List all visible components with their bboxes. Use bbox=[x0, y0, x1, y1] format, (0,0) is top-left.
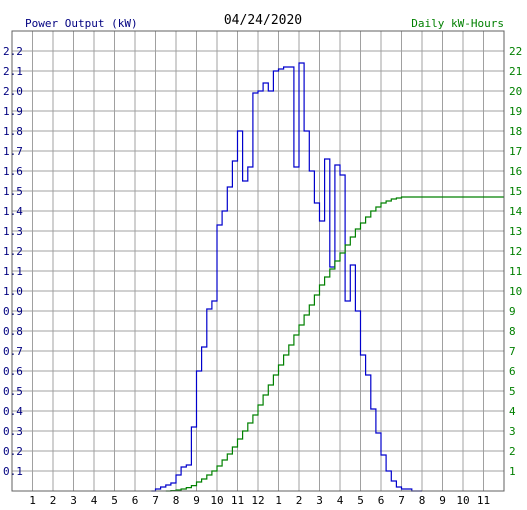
grid-lines bbox=[12, 31, 505, 491]
y-right-tick-label: 15 bbox=[509, 185, 522, 198]
y-right-tick-label: 18 bbox=[509, 125, 522, 138]
power-output-series-line bbox=[151, 62, 422, 492]
y-left-tick-label: 1.1 bbox=[3, 265, 23, 278]
x-tick-label: 5 bbox=[111, 494, 118, 507]
y-left-tick-label: 1.4 bbox=[3, 205, 23, 218]
x-tick-label: 7 bbox=[398, 494, 405, 507]
y-left-tick-label: 2.0 bbox=[3, 85, 23, 98]
y-left-tick-label: 1.8 bbox=[3, 125, 23, 138]
x-tick-label: 1 bbox=[275, 494, 282, 507]
y-left-tick-label: 2.2 bbox=[3, 45, 23, 58]
y-left-tick-label: 0.9 bbox=[3, 305, 23, 318]
y-right-tick-label: 13 bbox=[509, 225, 522, 238]
y-right-tick-label: 2 bbox=[509, 445, 516, 458]
x-tick-label: 10 bbox=[210, 494, 223, 507]
y-right-tick-label: 3 bbox=[509, 425, 516, 438]
x-tick-label: 7 bbox=[152, 494, 159, 507]
x-tick-label: 8 bbox=[173, 494, 180, 507]
y-right-tick-label: 1 bbox=[509, 465, 516, 478]
y-right-tick-label: 5 bbox=[509, 385, 516, 398]
y-right-tick-label: 8 bbox=[509, 325, 516, 338]
y-right-tick-label: 12 bbox=[509, 245, 522, 258]
x-tick-label: 6 bbox=[132, 494, 139, 507]
axis-ticks: 1 2 3 4 5 6 7 8 9 10 11 12 1 2 3 4 5 6 7 8 9 10 110.10.20.30.4… bbox=[3, 45, 523, 507]
y-right-tick-label: 20 bbox=[509, 85, 522, 98]
left-axis-label: Power Output (kW) bbox=[25, 17, 138, 30]
x-tick-label: 5 bbox=[357, 494, 364, 507]
y-right-tick-label: 4 bbox=[509, 405, 516, 418]
y-left-tick-label: 1.9 bbox=[3, 105, 23, 118]
x-tick-label: 11 bbox=[231, 494, 244, 507]
y-left-tick-label: 1.2 bbox=[3, 245, 23, 258]
y-left-tick-label: 1.0 bbox=[3, 285, 23, 298]
y-right-tick-label: 22 bbox=[509, 45, 522, 58]
y-right-tick-label: 19 bbox=[509, 105, 522, 118]
y-left-tick-label: 1.7 bbox=[3, 145, 23, 158]
y-right-tick-label: 9 bbox=[509, 305, 516, 318]
y-right-tick-label: 7 bbox=[509, 345, 516, 358]
y-left-tick-label: 0.8 bbox=[3, 325, 23, 338]
plot-area-frame bbox=[11, 30, 505, 492]
y-left-tick-label: 1.3 bbox=[3, 225, 23, 238]
x-tick-label: 8 bbox=[419, 494, 426, 507]
x-tick-label: 3 bbox=[70, 494, 77, 507]
y-right-tick-label: 14 bbox=[509, 205, 523, 218]
daily-kwh-series-line bbox=[165, 196, 504, 492]
x-tick-label: 6 bbox=[378, 494, 385, 507]
x-tick-label: 9 bbox=[439, 494, 446, 507]
y-left-tick-label: 0.1 bbox=[3, 465, 23, 478]
y-left-tick-label: 0.3 bbox=[3, 425, 23, 438]
x-tick-label: 11 bbox=[477, 494, 490, 507]
y-right-tick-label: 17 bbox=[509, 145, 522, 158]
series-lines bbox=[151, 62, 504, 492]
y-right-tick-label: 11 bbox=[509, 265, 522, 278]
y-right-tick-label: 16 bbox=[509, 165, 522, 178]
x-tick-label: 4 bbox=[337, 494, 344, 507]
x-tick-label: 3 bbox=[316, 494, 323, 507]
right-axis-label: Daily kW-Hours bbox=[411, 17, 504, 30]
y-left-tick-label: 1.6 bbox=[3, 165, 23, 178]
y-right-tick-label: 21 bbox=[509, 65, 522, 78]
x-tick-label: 2 bbox=[296, 494, 303, 507]
x-tick-label: 9 bbox=[193, 494, 200, 507]
x-tick-label: 2 bbox=[50, 494, 57, 507]
y-left-tick-label: 0.7 bbox=[3, 345, 23, 358]
x-tick-label: 10 bbox=[456, 494, 469, 507]
y-right-tick-label: 10 bbox=[509, 285, 522, 298]
y-left-tick-label: 0.4 bbox=[3, 405, 23, 418]
y-right-tick-label: 6 bbox=[509, 365, 516, 378]
x-tick-label: 4 bbox=[91, 494, 98, 507]
x-tick-label: 1 bbox=[29, 494, 36, 507]
y-left-tick-label: 0.6 bbox=[3, 365, 23, 378]
y-left-tick-label: 0.2 bbox=[3, 445, 23, 458]
y-left-tick-label: 1.5 bbox=[3, 185, 23, 198]
x-tick-label: 12 bbox=[251, 494, 264, 507]
y-left-tick-label: 2.1 bbox=[3, 65, 23, 78]
y-left-tick-label: 0.5 bbox=[3, 385, 23, 398]
chart-title: 04/24/2020 bbox=[224, 13, 302, 28]
